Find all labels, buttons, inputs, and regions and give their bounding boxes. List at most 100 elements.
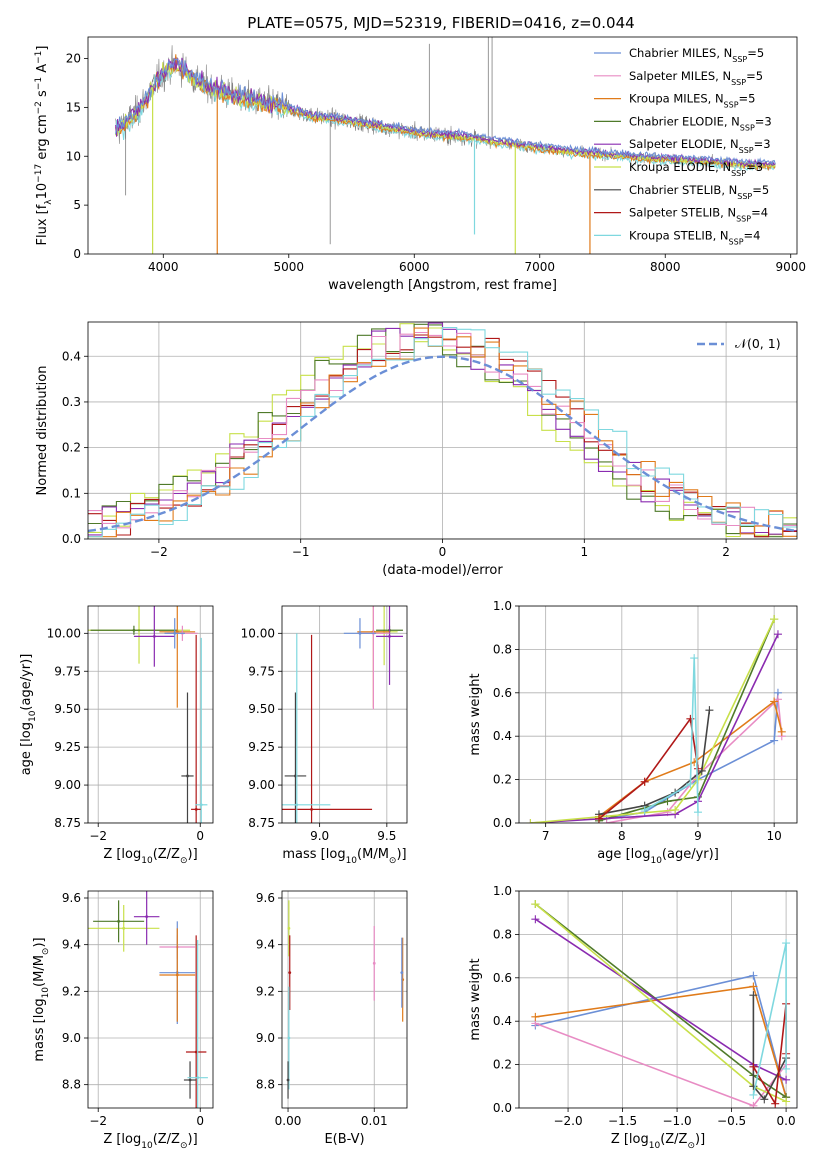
mass-z-point [122,926,126,930]
legend-label-sub: SSP [732,55,747,64]
weight-z-xtick-label: −0.5 [717,1114,746,1128]
spectrum-frame [87,36,798,255]
legend-label-name: Salpeter STELIB, N [629,206,736,220]
weight-z-marker [749,991,758,1000]
weight-age-xlabel-part: 10 [650,856,662,866]
mass-z-panel-plot [88,891,213,1108]
legend-label-name: Salpeter ELODIE, N [629,137,739,151]
weight-z-ytick-label: 0.0 [493,1101,512,1115]
mass-ebv-point [400,971,404,975]
mass-z-point [194,1050,198,1054]
age-z-ylabel-part: (age/yr)] [19,654,34,711]
weight-age-marker [671,805,680,814]
weight-z-ytick-label: 0.8 [493,927,512,941]
weight-age-xtick-label: 7 [542,829,550,843]
legend-label: Kroupa STELIB, NSSP=4 [629,228,760,246]
age-z-xtick-label: −2 [89,829,107,843]
mass-z-xtick-label: −2 [89,1114,107,1128]
weight-z-ytick-label: 0.4 [493,1014,512,1028]
age-mass-ytick-label: 9.75 [248,664,275,678]
chart-layer: 4000 5000 6000 7000 8000 900005101520waveleng… [19,36,806,1151]
age-z-point [194,807,198,811]
weight-age-ytick-label: 0.6 [493,686,512,700]
residual-legend-label: 𝒩(0, 1) [735,336,781,351]
age-mass-point [388,634,391,638]
spectrum-ylabel-part: ] [35,46,50,51]
residual-ytick-label: 0.0 [62,532,81,546]
weight-age-line [598,716,699,820]
age-mass-point [294,774,297,778]
mass-z-ytick-label: 9.2 [62,984,81,998]
legend-label-sub: SSP [731,169,746,178]
weight-age-marker [705,706,714,715]
mass-z-xlabel-part: (Z/Z [153,1132,180,1147]
mass-ebv-ytick-label: 9.0 [256,1031,275,1045]
weight-age-line [530,633,779,823]
weight-age-marker [526,819,535,823]
mass-ebv-panel-plot [282,891,407,1108]
weight-z-marker [749,1101,758,1108]
legend-label: Chabrier ELODIE, NSSP=3 [629,114,772,131]
mass-z-frame [87,890,214,1109]
legend-label-tail: =5 [739,92,756,106]
legend-label-tail: =5 [752,183,769,197]
age-z-ytick-label: 9.00 [54,778,81,792]
mass-ebv-xlabel: E(B-V) [324,1132,364,1147]
mass-z-point [175,973,179,977]
weight-z-marker [771,1099,780,1108]
age-z-xlabel-part: (Z/Z [153,847,180,862]
mass-z-ytick-label: 8.8 [62,1078,81,1092]
spectrum-ylabel-part: λ [44,199,54,205]
mass-z-xtick-label: 0 [196,1114,204,1128]
age-z-ylabel-part: 10 [28,710,38,722]
mass-z-xlabel-part: )] [188,1132,198,1147]
age-mass-xlabel-part: )] [396,847,406,862]
weight-age-marker [594,814,603,823]
mass-z-point [188,1078,192,1082]
spectrum-ylabel: Flux [fλ10−17 erg cm−2 s−1 A−1] [34,46,54,246]
weight-z-marker [782,1097,791,1106]
spectrum-xlabel: wavelength [Angstrom, rest frame] [328,278,557,293]
mass-ebv-ytick-label: 9.6 [256,891,275,905]
age-mass-ytick-label: 10.00 [241,626,275,640]
mass-z-xlabel-part: 10 [141,1141,153,1151]
residual-xtick-label: −2 [150,545,168,559]
age-z-ytick-label: 9.25 [54,740,81,754]
residual-ytick-label: 0.2 [62,441,81,455]
weight-age-xtick-label: 10 [767,829,782,843]
legend-label-tail: =4 [751,206,768,220]
spectrum-xtick-label: 6000 [399,260,430,274]
age-z-frame [87,605,214,824]
age-z-point [173,631,177,635]
age-z-panel-plot [88,606,213,823]
mass-ebv-point [286,1078,290,1082]
weight-age-xtick-label: 8 [618,829,626,843]
weight-age-marker [690,654,699,663]
spectrum-ylabel-part: 10 [35,183,50,200]
spectrum-ytick-label: 5 [73,198,81,212]
weight-z-xlabel-part: 10 [649,1141,661,1151]
age-mass-ytick-label: 9.25 [248,740,275,754]
weight-z-line [535,974,787,1098]
legend-label: Salpeter MILES, NSSP=5 [629,69,763,87]
spectrum-ylabel-part: −2 [34,101,44,114]
legend-label-sub: SSP [729,237,744,246]
age-z-point [132,628,136,632]
weight-z-ytick-label: 0.2 [493,1058,512,1072]
age-z-xlabel-part: 10 [141,856,153,866]
age-z-point [175,630,179,634]
age-z-ytick-label: 9.75 [54,664,81,678]
weight-z-marker [782,1064,791,1073]
residual-histogram [88,326,797,538]
weight-z-panel: −2.0 −1.5 −1.0 −0.5 0.0 0.0 0.2 0.4 0.6 0.8 1.0 Z [… [468,884,798,1151]
legend-label-name: Kroupa ELODIE, N [629,160,731,174]
age-z-xlabel-part: Z [log [103,847,141,862]
mass-z-ytick-label: 9.0 [62,1031,81,1045]
weight-z-xtick-label: −1.5 [608,1114,637,1128]
mass-z-ylabel-part: mass [log [32,998,47,1061]
legend-label-tail: =3 [746,160,763,174]
